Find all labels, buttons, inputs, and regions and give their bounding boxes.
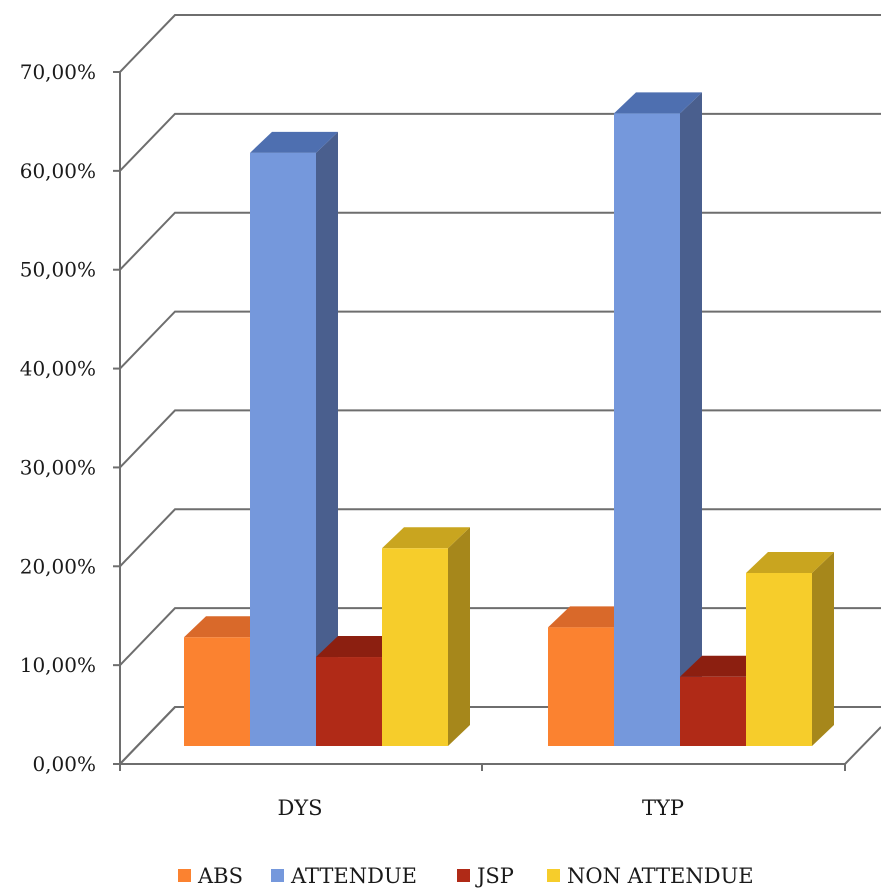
y-tick-label: 70,00% — [20, 60, 96, 84]
x-category-label: DYS — [277, 796, 322, 820]
bar-top — [614, 92, 702, 114]
legend: ABS ATTENDUE JSP NON ATTENDUE — [178, 864, 754, 888]
y-tick-label: 20,00% — [20, 554, 96, 578]
bar-top — [382, 527, 470, 549]
legend-label: JSP — [475, 864, 514, 888]
bar-front — [680, 676, 746, 746]
gridline — [119, 310, 881, 370]
bar-non-attendue-typ — [746, 552, 834, 746]
y-tick-label: 30,00% — [20, 455, 96, 479]
y-tick-label: 60,00% — [20, 159, 96, 183]
bar-front — [250, 152, 316, 746]
bar-top — [746, 552, 834, 573]
bar-attendue-typ — [614, 92, 702, 747]
legend-label: ABS — [197, 864, 243, 888]
y-tick-label: 50,00% — [20, 258, 96, 282]
bar-front — [382, 548, 448, 746]
bar-front — [746, 573, 812, 746]
bar-side — [812, 552, 834, 746]
legend-swatch — [457, 869, 470, 882]
gridline — [119, 14, 881, 73]
gridline — [119, 112, 881, 172]
y-axis-tick-labels: 0,00% 10,00% 20,00% 30,00% 40,00% 50,00% 60,00… — [20, 60, 96, 776]
legend-swatch — [271, 869, 284, 882]
legend-item-jsp: JSP — [457, 864, 514, 888]
bar-front — [548, 627, 614, 746]
x-category-label: TYP — [642, 796, 684, 820]
bar-non-attendue-dys — [382, 527, 470, 746]
gridlines — [119, 14, 881, 765]
legend-item-attendue: ATTENDUE — [271, 864, 417, 888]
legend-swatch — [178, 869, 191, 882]
x-axis-category-labels: DYS TYP — [277, 796, 684, 820]
bar-front — [614, 113, 680, 747]
bar-side — [316, 131, 338, 746]
bar-front — [184, 637, 250, 746]
y-tick-label: 10,00% — [20, 653, 96, 677]
gridline — [119, 211, 881, 271]
bar-front — [316, 657, 382, 746]
legend-swatch — [547, 869, 560, 882]
bars — [184, 92, 834, 747]
bar-side — [680, 92, 702, 747]
y-tick-label: 40,00% — [20, 357, 96, 381]
bar-top — [250, 131, 338, 153]
legend-item-non-attendue: NON ATTENDUE — [547, 864, 754, 888]
legend-label: NON ATTENDUE — [567, 864, 754, 888]
gridline — [119, 409, 881, 469]
legend-item-abs: ABS — [178, 864, 243, 888]
legend-label: ATTENDUE — [290, 864, 417, 888]
y-tick-label: 0,00% — [32, 752, 96, 776]
bar-side — [448, 527, 470, 746]
floor-right-edge — [844, 726, 881, 765]
bar-attendue-dys — [250, 131, 338, 746]
